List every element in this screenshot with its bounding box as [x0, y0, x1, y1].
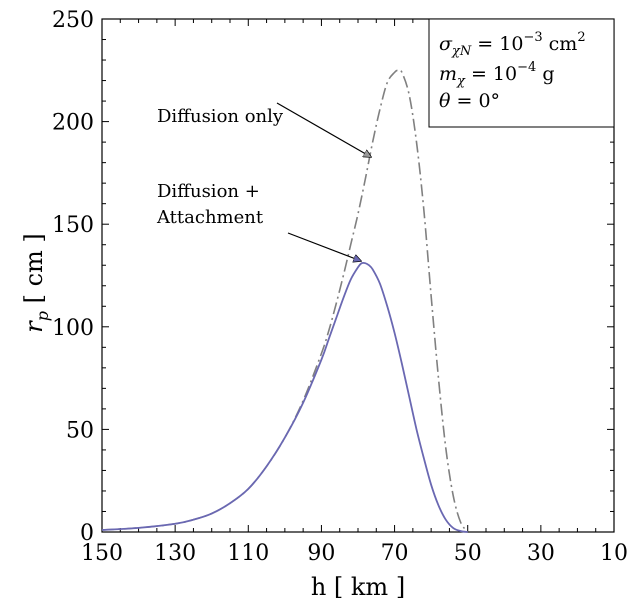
x-tick-label: 50: [454, 541, 482, 566]
series-layer: [101, 69, 469, 533]
x-tick-label: 70: [381, 541, 409, 566]
y-axis-subscript: p: [33, 311, 52, 321]
arrow-diffusion-only: [276, 102, 371, 157]
parameter-line: mχ = 10−4 g: [439, 60, 554, 89]
y-tick-label: 150: [52, 213, 94, 238]
x-tick-label: 30: [527, 541, 555, 566]
y-tick-label: 200: [52, 111, 94, 136]
y-axis-title: rp [ cm ]: [20, 233, 52, 333]
parameter-box-border: [428, 18, 615, 128]
x-tick-label: 130: [154, 541, 196, 566]
y-tick-label: 50: [66, 418, 94, 443]
annotation-diffusion-only: Diffusion only: [157, 106, 284, 127]
parameter-line: θ = 0°: [439, 90, 500, 112]
y-axis-unit: [ cm ]: [20, 233, 48, 311]
x-tick-labels: 150 130 110 90 70 50 30 10: [81, 541, 628, 566]
svg-text:rp [ cm ]: rp [ cm ]: [20, 233, 52, 333]
annotations: Diffusion only Diffusion + Attachment: [156, 102, 371, 261]
x-tick-label: 110: [227, 541, 269, 566]
x-axis-title: h [ km ]: [311, 573, 405, 601]
series-line-diffusion-only: [101, 69, 469, 533]
x-tick-label: 150: [81, 541, 123, 566]
x-tick-label: 10: [600, 541, 628, 566]
y-axis-symbol: r: [20, 320, 48, 333]
annotation-attachment: Attachment: [156, 207, 264, 228]
x-tick-label: 90: [307, 541, 335, 566]
annotation-diffusion-plus: Diffusion +: [157, 181, 260, 202]
y-tick-label: 100: [52, 316, 94, 341]
arrow-diffusion-attachment: [287, 232, 361, 261]
series-line-diffusion-attachment: [101, 261, 468, 533]
y-tick-label: 250: [52, 8, 94, 33]
y-tick-labels: 0 50 100 150 200 250: [52, 8, 94, 546]
y-tick-label: 0: [80, 521, 94, 546]
parameter-line: σχN = 10−3 cm2: [439, 30, 586, 59]
